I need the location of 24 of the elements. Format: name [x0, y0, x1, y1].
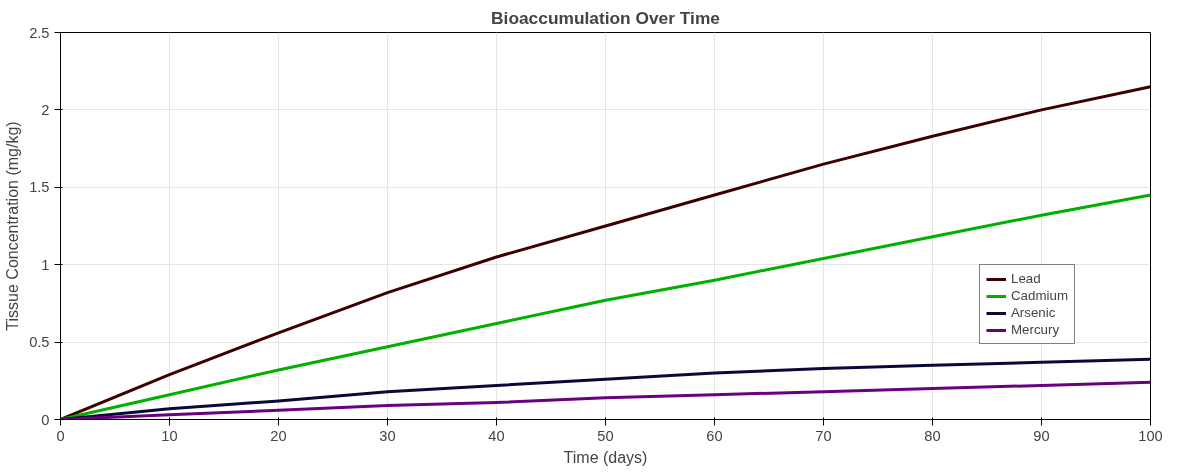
y-tick-label: 2: [41, 101, 50, 118]
x-tick-label: 10: [161, 427, 178, 444]
x-axis-title: Time (days): [563, 448, 648, 466]
x-tick-label: 0: [56, 427, 65, 444]
x-tick-label: 100: [1138, 427, 1163, 444]
y-tick-label: 0.5: [29, 334, 50, 351]
x-tick-label: 20: [270, 427, 287, 444]
y-tick-label: 1.5: [29, 179, 50, 196]
chart-title: Bioaccumulation Over Time: [491, 7, 721, 28]
legend-label: Mercury: [1010, 322, 1060, 337]
y-tick-label: 0: [41, 411, 50, 428]
x-tick-label: 30: [379, 427, 396, 444]
legend-label: Cadmium: [1010, 288, 1068, 303]
y-tick-label: 2.5: [29, 24, 50, 41]
y-axis-title: Tissue Concentration (mg/kg): [4, 121, 22, 331]
x-tick-label: 50: [597, 427, 614, 444]
legend-label: Lead: [1010, 271, 1041, 286]
x-tick-label: 40: [488, 427, 505, 444]
legend-label: Arsenic: [1010, 305, 1056, 320]
x-tick-label: 70: [815, 427, 832, 444]
x-tick-label: 90: [1033, 427, 1050, 444]
x-tick-label: 60: [706, 427, 723, 444]
y-tick-label: 1: [41, 256, 50, 273]
x-tick-label: 80: [924, 427, 941, 444]
